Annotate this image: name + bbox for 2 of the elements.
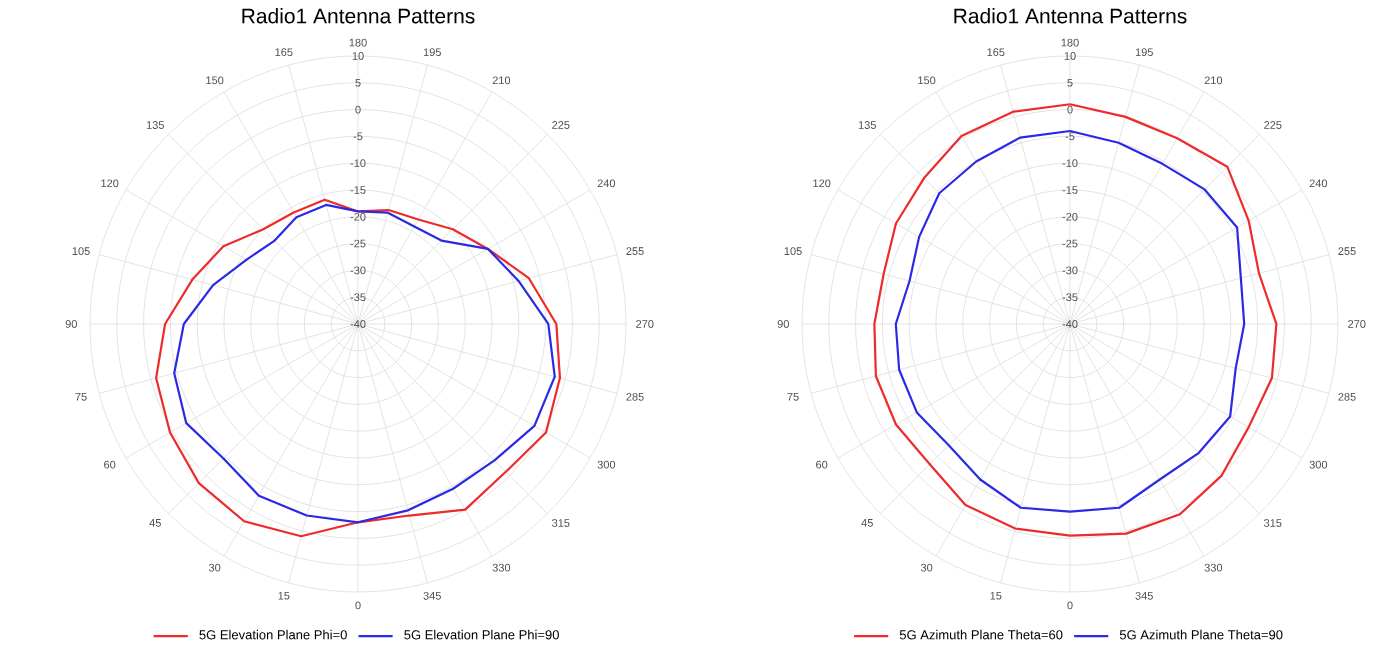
chart-title: Radio1 Antenna Patterns [242,8,475,24]
chart-title: Radio1 Antenna Patterns [954,8,1187,24]
